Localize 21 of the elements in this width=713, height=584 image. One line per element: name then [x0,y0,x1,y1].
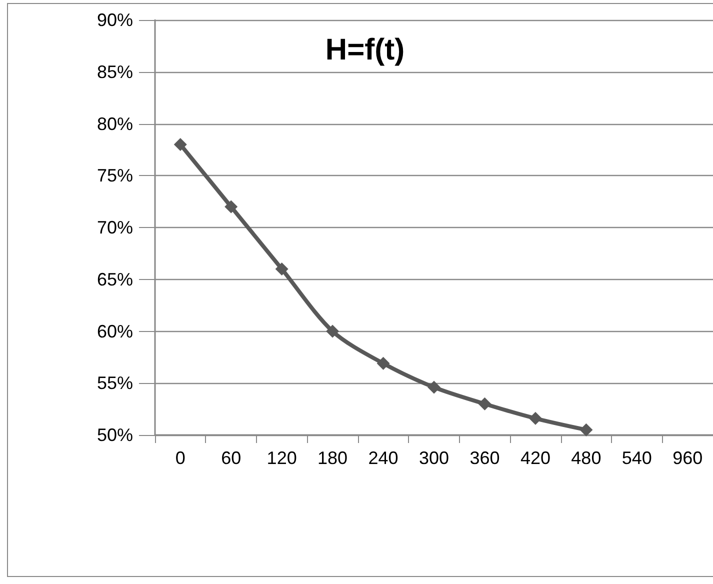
x-tick-label: 960 [672,448,703,468]
y-tick-label: 50% [96,425,133,445]
x-tick-label: 120 [266,448,297,468]
x-tick-label: 180 [318,448,348,468]
y-tick-label: 65% [96,269,133,290]
y-tick-label: 75% [96,166,133,186]
x-tick-label: 420 [520,448,550,468]
x-tick-label: 360 [470,448,500,468]
y-tick-label: 80% [96,114,133,134]
chart-title: H=f(t) [325,34,405,66]
x-tick-label: 480 [571,448,602,468]
x-tick-label: 0 [175,448,186,468]
y-tick-label: 60% [96,321,133,342]
x-tick-label: 240 [368,448,398,468]
x-tick-label: 60 [221,448,242,468]
y-tick-label: 85% [96,62,133,82]
y-tick-label: 70% [96,218,133,238]
y-tick-label: 90% [96,10,133,30]
y-tick-label: 55% [96,373,133,394]
x-tick-label: 300 [418,448,450,468]
x-tick-label: 540 [622,448,652,468]
